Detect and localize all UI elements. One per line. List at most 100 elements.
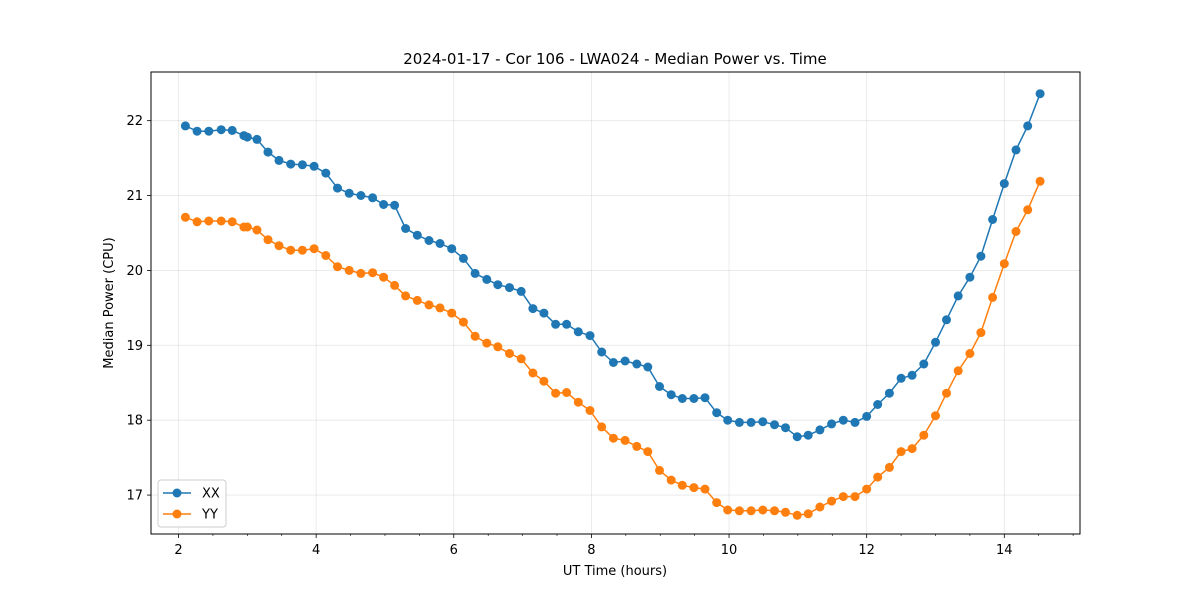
- series-xx-point: [493, 280, 503, 290]
- series-xx-point: [931, 337, 940, 347]
- series-yy-point: [907, 444, 917, 454]
- series-xx-point: [180, 121, 190, 131]
- chart-title: 2024-01-17 - Cor 106 - LWA024 - Median P…: [403, 50, 827, 68]
- series-yy-point: [1035, 176, 1045, 186]
- series-xx-point: [505, 283, 514, 293]
- series-yy-point: [344, 265, 354, 275]
- series-yy-point: [412, 295, 422, 305]
- series-xx-point: [263, 147, 273, 157]
- series-xx-point: [838, 415, 848, 425]
- series-xx-point: [942, 315, 951, 325]
- series-yy-point: [643, 447, 653, 457]
- series-xx-point: [528, 304, 538, 314]
- series-xx-point: [216, 125, 226, 135]
- series-yy-point: [689, 483, 699, 493]
- series-xx-point: [470, 268, 480, 278]
- series-yy-point: [470, 331, 480, 341]
- series-yy-point: [770, 506, 779, 516]
- series-yy-point: [746, 506, 756, 516]
- series-yy-point: [700, 484, 710, 494]
- y-tick-label: 17: [126, 489, 143, 504]
- series-yy-point: [942, 388, 951, 398]
- series-xx-point: [321, 168, 331, 178]
- series-yy-point: [297, 245, 307, 255]
- y-tick-label: 21: [126, 189, 143, 204]
- series-yy-point: [333, 262, 342, 272]
- series-yy-point: [758, 505, 768, 515]
- series-xx-point: [965, 272, 975, 282]
- series-xx-point: [274, 155, 284, 165]
- series-xx-point: [862, 411, 872, 421]
- series-yy-point: [976, 328, 986, 338]
- series-yy-point: [953, 366, 963, 376]
- series-yy-point: [815, 502, 825, 512]
- series-yy-point: [723, 505, 733, 515]
- series-yy-point: [919, 430, 929, 440]
- series-xx-point: [597, 347, 607, 357]
- series-yy-point: [379, 272, 389, 282]
- series-xx-point: [677, 394, 687, 403]
- series-xx-point: [424, 236, 434, 245]
- series-xx-point: [242, 132, 252, 142]
- series-yy-point: [655, 465, 664, 475]
- series-xx-point: [734, 417, 744, 427]
- series-yy-point: [620, 435, 630, 445]
- series-yy-point: [573, 397, 583, 407]
- series-xx-point: [689, 394, 699, 403]
- series-xx-point: [1011, 145, 1021, 155]
- y-tick-label: 22: [126, 114, 143, 129]
- series-yy-point: [180, 212, 190, 222]
- series-xx-point: [723, 415, 733, 425]
- series-xx-point: [447, 244, 457, 254]
- x-tick-label: 6: [450, 543, 458, 558]
- series-xx-point: [827, 419, 837, 429]
- legend-yy-label: YY: [201, 508, 218, 523]
- series-yy-point: [528, 368, 538, 378]
- series-xx-point: [815, 425, 825, 435]
- series-yy-point: [286, 245, 296, 255]
- series-xx-point: [700, 393, 710, 403]
- series-yy-point: [458, 317, 468, 327]
- series-yy-line: [185, 181, 1041, 517]
- series-xx-point: [309, 161, 319, 171]
- series-yy-point: [551, 388, 561, 398]
- series-yy-point: [401, 291, 411, 301]
- series-yy-point: [263, 235, 273, 245]
- series-xx-point: [976, 251, 986, 261]
- series-xx-point: [1035, 89, 1045, 99]
- series-yy-point: [368, 268, 378, 278]
- series-xx-point: [412, 230, 422, 240]
- series-yy-point: [608, 433, 618, 443]
- series-yy-point: [242, 222, 252, 232]
- series-xx-point: [356, 191, 366, 200]
- series-xx-point: [252, 134, 262, 144]
- series-yy-point: [838, 492, 848, 502]
- series-xx-point: [379, 200, 389, 209]
- series-xx-point: [758, 417, 768, 427]
- series-xx-point: [620, 356, 630, 366]
- series-xx: [180, 89, 1045, 442]
- series-xx-point: [297, 160, 307, 170]
- series-yy-point: [309, 244, 319, 254]
- series-xx-point: [953, 291, 963, 301]
- series-xx-point: [803, 430, 813, 440]
- series-xx-point: [746, 417, 756, 427]
- plot-frame: [150, 71, 1081, 535]
- series-yy-point: [988, 292, 998, 302]
- series-yy-point: [1023, 205, 1033, 215]
- legend-yy-marker: [172, 509, 182, 519]
- series-yy-point: [252, 225, 262, 235]
- series-yy-point: [781, 507, 790, 517]
- series-yy-point: [827, 496, 837, 506]
- series-yy-point: [1011, 227, 1021, 236]
- series-xx-line: [185, 93, 1041, 438]
- y-axis-label: Median Power (CPU): [102, 237, 117, 368]
- x-tick-label: 12: [858, 543, 875, 558]
- series-xx-point: [562, 319, 572, 329]
- series-xx-point: [643, 362, 653, 372]
- series-yy: [180, 176, 1045, 520]
- series-xx-point: [539, 308, 549, 318]
- series-yy-point: [493, 342, 503, 352]
- series-yy-point: [539, 376, 549, 386]
